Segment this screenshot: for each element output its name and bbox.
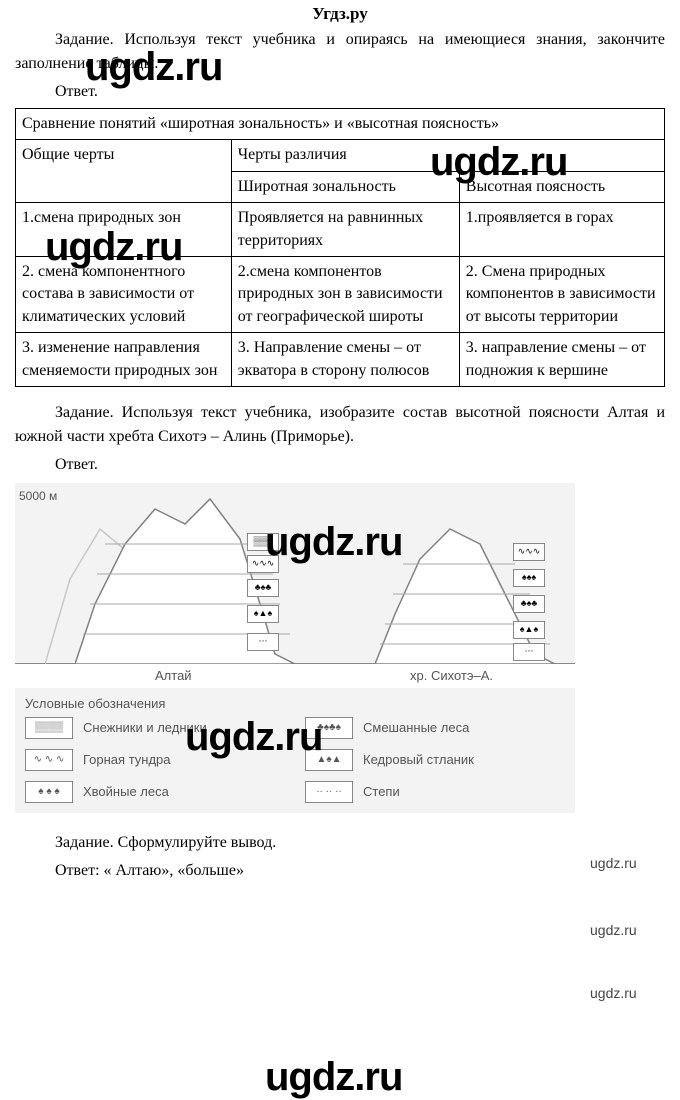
watermark: ugdz.ru xyxy=(265,1055,402,1100)
task3-answer: Ответ: « Алтаю», «больше» xyxy=(15,859,665,883)
table-row: 3. изменение направления сменяемости при… xyxy=(16,333,665,387)
task1-answer-label: Ответ. xyxy=(15,80,665,104)
table-title: Сравнение понятий «широтная зональность»… xyxy=(16,109,665,140)
watermark-small: ugdz.ru xyxy=(590,985,637,1001)
cell: 3. направление смены – от подножия к вер… xyxy=(459,333,664,387)
cell: 3. изменение направления сменяемости при… xyxy=(16,333,232,387)
task2-answer-label: Ответ. xyxy=(15,453,665,477)
task2-prompt: Задание. Используя текст учебника, изобр… xyxy=(15,401,665,449)
cell: Проявляется на равнинных территориях xyxy=(231,203,459,257)
xlabel-altai: Алтай xyxy=(155,668,192,683)
altitude-diagram: 5000 м ▒▒▒∿∿∿♣♠♣♠▲♠···∿∿∿♠♠♠♣♠♣♠▲♠··· Ал… xyxy=(15,483,575,813)
legend-item: ♣♠♣♠ Смешанные леса xyxy=(305,717,565,739)
table-row: 1.смена природных зон Проявляется на рав… xyxy=(16,203,665,257)
zone-icon: ♣♠♣ xyxy=(513,595,545,613)
zone-icon: ··· xyxy=(247,633,279,651)
legend-item: ▲♠▲ Кедровый стланик xyxy=(305,749,565,771)
legend-label: Хвойные леса xyxy=(83,784,169,799)
watermark-small: ugdz.ru xyxy=(590,922,637,938)
legend-title: Условные обозначения xyxy=(25,696,565,711)
table-row: Сравнение понятий «широтная зональность»… xyxy=(16,109,665,140)
cell: 3. Направление смены – от экватора в сто… xyxy=(231,333,459,387)
legend-swatch: ▲♠▲ xyxy=(305,749,353,771)
brand-label: Угдз.ру xyxy=(15,0,665,24)
table-row: 2. смена компонентного состава в зависим… xyxy=(16,256,665,332)
legend-item: ·· ·· ·· Степи xyxy=(305,781,565,803)
zone-icon: ♠♠♠ xyxy=(513,569,545,587)
subcol-belt: Высотная поясность xyxy=(459,171,664,202)
zone-icon: ♠▲♠ xyxy=(247,605,279,623)
legend-item: ∿ ∿ ∿ Горная тундра xyxy=(25,749,285,771)
legend-label: Степи xyxy=(363,784,400,799)
legend-swatch: ♠ ♠ ♠ xyxy=(25,781,73,803)
xlabel-sikhote: хр. Сихотэ–А. xyxy=(410,668,493,683)
cell: 1.проявляется в горах xyxy=(459,203,664,257)
zone-icon: ♣♠♣ xyxy=(247,579,279,597)
zone-icon: ▒▒▒ xyxy=(247,533,279,551)
col-common-header: Общие черты xyxy=(16,140,232,203)
legend-swatch: ∿ ∿ ∿ xyxy=(25,749,73,771)
task3-prompt: Задание. Сформулируйте вывод. xyxy=(15,831,665,855)
legend-swatch: ▒▒▒▒ xyxy=(25,717,73,739)
legend-item: ▒▒▒▒ Снежники и ледники xyxy=(25,717,285,739)
zone-icon: ∿∿∿ xyxy=(247,555,279,573)
legend-label: Кедровый стланик xyxy=(363,752,474,767)
legend-label: Снежники и ледники xyxy=(83,720,207,735)
cell: 2.смена компонентов природных зон в зави… xyxy=(231,256,459,332)
legend-label: Горная тундра xyxy=(83,752,171,767)
col-diff-header: Черты различия xyxy=(231,140,664,171)
comparison-table: Сравнение понятий «широтная зональность»… xyxy=(15,108,665,387)
cell: 2. смена компонентного состава в зависим… xyxy=(16,256,232,332)
subcol-zonal: Широтная зональность xyxy=(231,171,459,202)
legend: Условные обозначения ▒▒▒▒ Снежники и ледн… xyxy=(15,688,575,813)
zone-icon: ∿∿∿ xyxy=(513,543,545,561)
legend-item: ♠ ♠ ♠ Хвойные леса xyxy=(25,781,285,803)
legend-swatch: ·· ·· ·· xyxy=(305,781,353,803)
zone-icon: ♠▲♠ xyxy=(513,621,545,639)
zone-icon: ··· xyxy=(513,643,545,661)
legend-label: Смешанные леса xyxy=(363,720,469,735)
task1-prompt: Задание. Используя текст учебника и опир… xyxy=(15,28,665,76)
cell: 2. Смена природных компонентов в зависим… xyxy=(459,256,664,332)
table-row: Общие черты Черты различия xyxy=(16,140,665,171)
cell: 1.смена природных зон xyxy=(16,203,232,257)
legend-swatch: ♣♠♣♠ xyxy=(305,717,353,739)
